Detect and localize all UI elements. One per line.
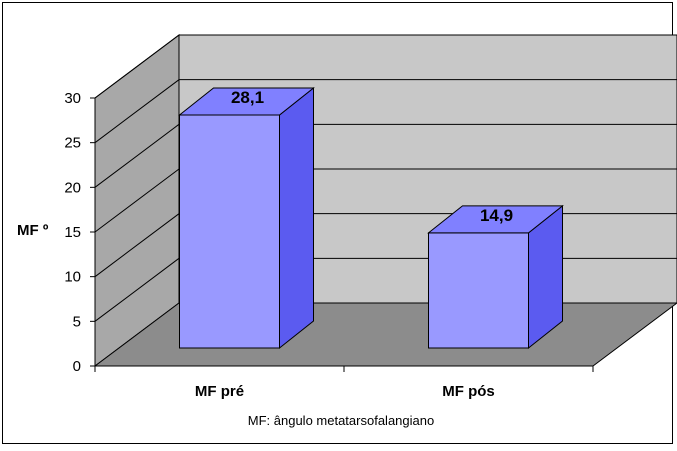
- gridline-diagonal: [94, 257, 180, 322]
- y-tick-label: 5: [73, 313, 81, 330]
- gridline-diagonal: [94, 79, 180, 144]
- bar-top: [178, 87, 315, 116]
- y-axis-label: MF º: [17, 222, 49, 239]
- x-category-label: MF pós: [442, 383, 495, 400]
- chart-caption: MF: ângulo metatarsofalangiano: [248, 413, 434, 428]
- y-tick-label: 15: [64, 224, 81, 241]
- bar-front: [428, 232, 529, 349]
- y-tick-label: 25: [64, 135, 81, 152]
- x-category-label: MF pré: [195, 383, 244, 400]
- y-tick-label: 10: [64, 269, 81, 286]
- y-tick-label: 30: [64, 90, 81, 107]
- gridline-diagonal: [94, 123, 180, 188]
- bar-top: [427, 205, 564, 234]
- gridline-diagonal: [94, 213, 180, 278]
- gridline-diagonal: [94, 168, 180, 233]
- x-axis: MF pré MF pós: [94, 365, 594, 400]
- data-label: 28,1: [231, 88, 264, 107]
- gridline-diagonal: [94, 34, 180, 99]
- y-axis: 0 5 10 15 20 25 30: [64, 90, 96, 375]
- data-labels: 28,1 14,9: [231, 88, 513, 225]
- data-label: 14,9: [480, 206, 513, 225]
- bars: [178, 86, 564, 350]
- chart-frame: 0 5 10 15 20 25 30 28,1 14,9 MF pré MF pós MF º …: [2, 2, 677, 444]
- bar-front: [179, 114, 280, 349]
- y-tick-label: 0: [73, 358, 81, 375]
- y-tick-label: 20: [64, 179, 81, 196]
- bar-side: [279, 86, 314, 350]
